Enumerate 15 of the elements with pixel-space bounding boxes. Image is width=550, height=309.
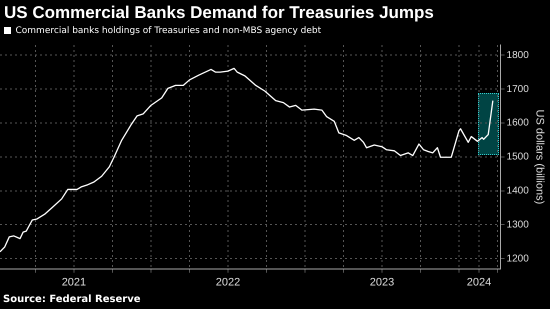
- legend-label: Commercial banks holdings of Treasuries and non-MBS agency debt: [16, 26, 322, 36]
- x-tick-label: 2023: [370, 276, 394, 288]
- y-tick-label: 1600: [506, 118, 530, 129]
- chart-title: US Commercial Banks Demand for Treasuries Jumps: [4, 3, 434, 23]
- x-tick-label: 2022: [216, 276, 240, 288]
- y-tick-label: 1800: [506, 50, 530, 61]
- source-note: Source: Federal Reserve: [3, 294, 140, 305]
- y-tick-label: 1500: [506, 152, 530, 163]
- y-tick-label: 1700: [506, 84, 530, 95]
- y-tick-label: 1200: [506, 253, 530, 264]
- y-axis-title: US dollars (billions): [533, 110, 546, 204]
- y-tick-label: 1400: [506, 186, 530, 197]
- x-tick-label: 2024: [466, 276, 492, 288]
- x-tick-label: 2021: [62, 276, 86, 288]
- y-tick-label: 1300: [506, 219, 530, 230]
